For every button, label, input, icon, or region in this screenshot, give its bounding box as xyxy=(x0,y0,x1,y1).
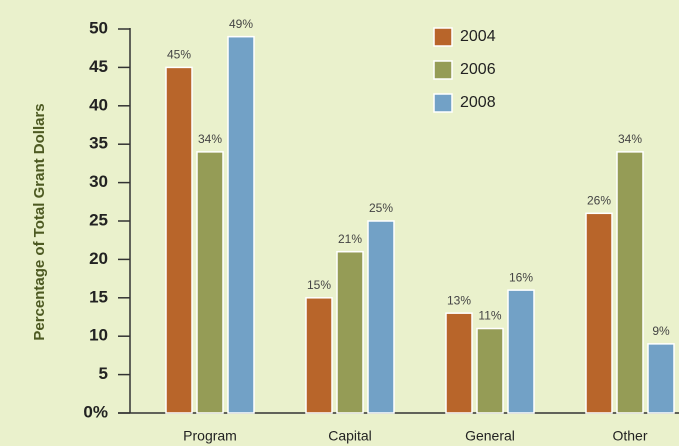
value-label: 45% xyxy=(167,48,191,62)
x-tick-label: Program xyxy=(183,428,237,444)
bar xyxy=(227,35,255,414)
legend-swatch xyxy=(433,60,453,80)
value-label: 21% xyxy=(338,232,362,246)
bar xyxy=(445,312,473,414)
y-tick-label: 0% xyxy=(83,402,108,421)
y-tick-label: 40 xyxy=(89,95,108,114)
legend-label: 2004 xyxy=(460,28,496,45)
x-tick-label: Capital xyxy=(328,428,372,444)
value-label: 49% xyxy=(229,17,253,31)
y-tick-label: 15 xyxy=(89,287,108,306)
bar xyxy=(585,212,613,414)
y-tick-label: 20 xyxy=(89,249,108,268)
value-label: 16% xyxy=(509,270,533,284)
y-tick-label: 5 xyxy=(99,364,108,383)
value-label: 25% xyxy=(369,201,393,215)
legend-swatch xyxy=(433,27,453,47)
value-label: 15% xyxy=(307,278,331,292)
bar xyxy=(165,66,193,414)
y-tick-label: 25 xyxy=(89,210,108,229)
value-label: 26% xyxy=(587,193,611,207)
bar xyxy=(305,297,333,414)
bar xyxy=(647,343,675,414)
legend-label: 2006 xyxy=(460,61,496,78)
y-tick-label: 10 xyxy=(89,326,108,345)
value-label: 34% xyxy=(198,132,222,146)
value-label: 9% xyxy=(652,324,670,338)
value-label: 34% xyxy=(618,132,642,146)
legend-swatch xyxy=(433,93,453,113)
legend-label: 2008 xyxy=(460,94,496,111)
bar xyxy=(507,289,535,414)
x-tick-label: General xyxy=(465,428,515,444)
y-tick-label: 50 xyxy=(89,18,108,37)
value-label: 13% xyxy=(447,293,471,307)
bar xyxy=(367,220,395,414)
value-label: 11% xyxy=(478,309,501,323)
x-tick-label: Other xyxy=(612,428,647,444)
bar xyxy=(616,151,644,414)
y-tick-label: 35 xyxy=(89,134,108,153)
bar xyxy=(196,151,224,414)
bar xyxy=(476,327,504,414)
y-axis-label: Percentage of Total Grant Dollars xyxy=(31,103,48,340)
bar xyxy=(336,250,364,414)
y-tick-label: 30 xyxy=(89,172,108,191)
y-tick-label: 45 xyxy=(89,57,108,76)
